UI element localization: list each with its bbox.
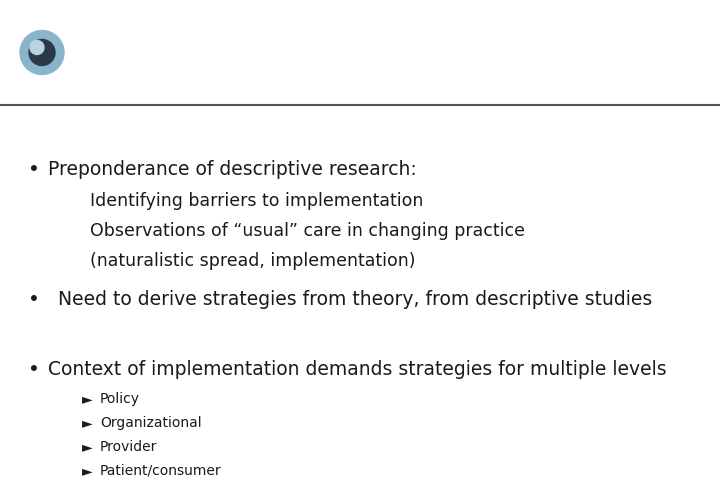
Text: Provider: Provider (100, 440, 158, 454)
Text: ►: ► (82, 440, 93, 454)
Text: Policy: Policy (100, 392, 140, 406)
Text: Preponderance of descriptive research:: Preponderance of descriptive research: (48, 160, 417, 179)
Circle shape (30, 40, 44, 54)
Text: (naturalistic spread, implementation): (naturalistic spread, implementation) (90, 252, 415, 270)
Text: ►: ► (82, 416, 93, 430)
Text: Observations of “usual” care in changing practice: Observations of “usual” care in changing… (90, 222, 525, 240)
Text: •: • (28, 290, 40, 309)
Text: •: • (28, 360, 40, 379)
Text: •: • (28, 160, 40, 179)
Text: Implementation strategies: Implementation strategies (78, 38, 495, 67)
Text: Organizational: Organizational (100, 416, 202, 430)
Circle shape (29, 39, 55, 66)
Circle shape (20, 31, 64, 75)
Text: Patient/consumer: Patient/consumer (100, 464, 222, 478)
Text: Identifying barriers to implementation: Identifying barriers to implementation (90, 192, 423, 210)
Text: Context of implementation demands strategies for multiple levels: Context of implementation demands strate… (48, 360, 667, 379)
Text: ►: ► (82, 464, 93, 478)
Text: ►: ► (82, 392, 93, 406)
Text: Need to derive strategies from theory, from descriptive studies: Need to derive strategies from theory, f… (58, 290, 652, 309)
